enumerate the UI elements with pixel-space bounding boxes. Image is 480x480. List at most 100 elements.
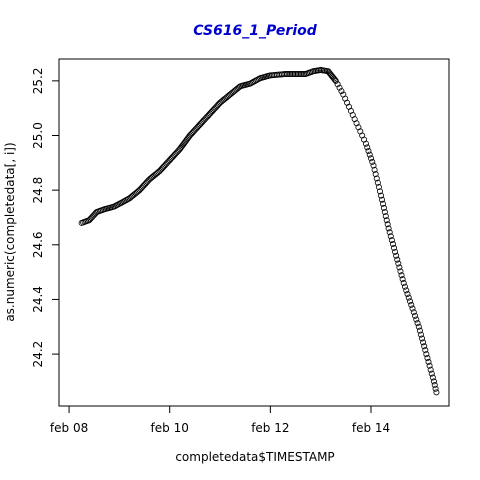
data-point — [416, 327, 423, 334]
data-point — [362, 140, 369, 147]
data-point — [373, 175, 380, 182]
data-point — [432, 385, 439, 392]
data-point — [332, 77, 339, 84]
x-tick-label: feb 12 — [251, 421, 289, 435]
data-point — [378, 192, 385, 199]
data-point — [371, 166, 378, 173]
data-point — [415, 323, 422, 330]
y-axis-label: as.numeric(completedata[, i]) — [3, 142, 17, 321]
data-point — [428, 370, 435, 377]
data-point — [283, 71, 290, 78]
data-point — [420, 339, 427, 346]
data-point — [255, 75, 262, 82]
data-point — [423, 351, 430, 358]
data-point — [331, 76, 338, 83]
data-point — [291, 71, 298, 78]
data-point — [433, 389, 440, 396]
data-point — [365, 147, 372, 154]
data-point — [282, 71, 289, 78]
data-point — [370, 162, 377, 169]
data-point — [374, 179, 381, 186]
data-point — [380, 204, 387, 211]
y-tick-label: 25.2 — [31, 67, 45, 94]
data-point — [384, 221, 391, 228]
data-point — [301, 71, 308, 78]
y-tick-label: 24.4 — [31, 286, 45, 313]
x-axis: feb 08 feb 10 feb 12 feb 14 — [50, 406, 390, 435]
data-point — [408, 301, 415, 308]
data-point — [424, 354, 431, 361]
data-point — [419, 335, 426, 342]
data-point — [287, 71, 294, 78]
data-point — [385, 225, 392, 232]
data-point — [379, 200, 386, 207]
data-point — [413, 316, 420, 323]
data-point — [336, 84, 343, 91]
data-point — [417, 331, 424, 338]
data-point — [294, 71, 301, 78]
chart-title: CS616_1_Period — [193, 23, 318, 39]
data-point — [376, 188, 383, 195]
data-point — [396, 264, 403, 271]
data-point — [382, 213, 389, 220]
data-point — [293, 71, 300, 78]
data-point — [388, 237, 395, 244]
data-points — [78, 66, 440, 396]
data-point — [372, 171, 379, 178]
data-point — [381, 209, 388, 216]
data-point — [366, 151, 373, 158]
data-point — [410, 309, 417, 316]
data-point — [395, 260, 402, 267]
data-point — [401, 283, 408, 290]
data-point — [397, 268, 404, 275]
x-tick-label: feb 08 — [50, 421, 88, 435]
data-point — [334, 81, 341, 88]
data-point — [405, 294, 412, 301]
data-point — [364, 144, 371, 151]
y-axis: 24.2 24.4 24.6 24.8 25.0 25.2 — [31, 67, 59, 367]
data-point — [430, 378, 437, 385]
data-point — [375, 184, 382, 191]
y-tick-label: 24.6 — [31, 231, 45, 258]
x-axis-label: completedata$TIMESTAMP — [175, 450, 334, 464]
data-point — [386, 229, 393, 236]
data-point — [288, 71, 295, 78]
y-tick-label: 25.0 — [31, 122, 45, 149]
data-point — [399, 276, 406, 283]
data-point — [400, 280, 407, 287]
data-point — [412, 312, 419, 319]
data-point — [409, 305, 416, 312]
data-point — [421, 343, 428, 350]
data-point — [299, 71, 306, 78]
data-point — [414, 320, 421, 327]
data-point — [387, 233, 394, 240]
data-point — [390, 244, 397, 251]
data-point — [394, 256, 401, 263]
x-tick-label: feb 14 — [352, 421, 390, 435]
data-point — [367, 155, 374, 162]
data-point — [369, 158, 376, 165]
data-point — [431, 382, 438, 389]
y-tick-label: 24.8 — [31, 177, 45, 204]
data-point — [393, 252, 400, 259]
data-point — [422, 347, 429, 354]
data-point — [383, 217, 390, 224]
data-point — [296, 71, 303, 78]
data-point — [338, 88, 345, 95]
data-point — [403, 287, 410, 294]
x-tick-label: feb 10 — [151, 421, 189, 435]
plot-frame — [58, 58, 450, 407]
data-point — [297, 71, 304, 78]
data-point — [379, 196, 386, 203]
data-point — [425, 358, 432, 365]
data-point — [290, 71, 297, 78]
data-point — [392, 248, 399, 255]
data-point — [285, 71, 292, 78]
data-point — [427, 366, 434, 373]
data-point — [404, 290, 411, 297]
data-point — [429, 374, 436, 381]
data-point — [389, 241, 396, 248]
y-tick-label: 24.2 — [31, 341, 45, 368]
data-point — [406, 298, 413, 305]
